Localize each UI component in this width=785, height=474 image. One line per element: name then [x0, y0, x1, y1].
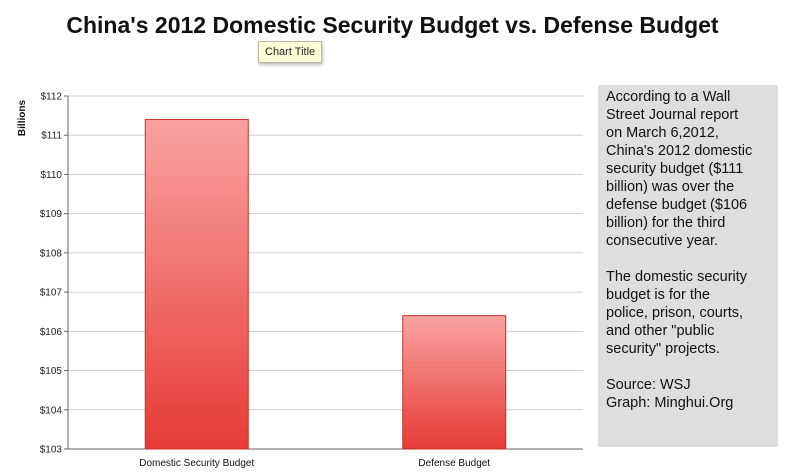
chart-title-tooltip: Chart Title	[258, 41, 323, 63]
y-tick-label: $109	[40, 209, 63, 220]
bars	[144, 119, 507, 450]
annotation-box: According to a Wall Street Journal repor…	[598, 85, 778, 447]
y-tick-label: $103	[40, 445, 63, 456]
y-tick-label: $108	[40, 248, 63, 259]
y-tick-label: $106	[40, 327, 63, 338]
x-category-label: Defense Budget	[418, 458, 490, 469]
y-tick-label: $107	[40, 288, 63, 299]
y-tick-label: $104	[40, 405, 63, 416]
bar-2	[402, 315, 507, 450]
y-axis-label: Billions	[17, 100, 28, 137]
y-tick-label: $105	[40, 366, 63, 377]
axis-labels: $103 $104 $105 $106 $107 $108 $109 $110 $111 $112…	[17, 92, 490, 470]
y-tick-label: $111	[41, 131, 62, 142]
y-tick-label: $112	[40, 92, 62, 103]
y-tick-label: $110	[40, 170, 62, 181]
chart-title: China's 2012 Domestic Security Budget vs…	[66, 12, 719, 38]
bar-1	[144, 119, 249, 450]
x-category-label: Domestic Security Budget	[139, 458, 254, 469]
note-paragraph-2: The domestic security budget is for the …	[606, 269, 748, 357]
note-paragraph-1: According to a Wall Street Journal repor…	[606, 89, 753, 249]
note-paragraph-3: Source: WSJ Graph: Minghui.Org	[606, 377, 734, 411]
